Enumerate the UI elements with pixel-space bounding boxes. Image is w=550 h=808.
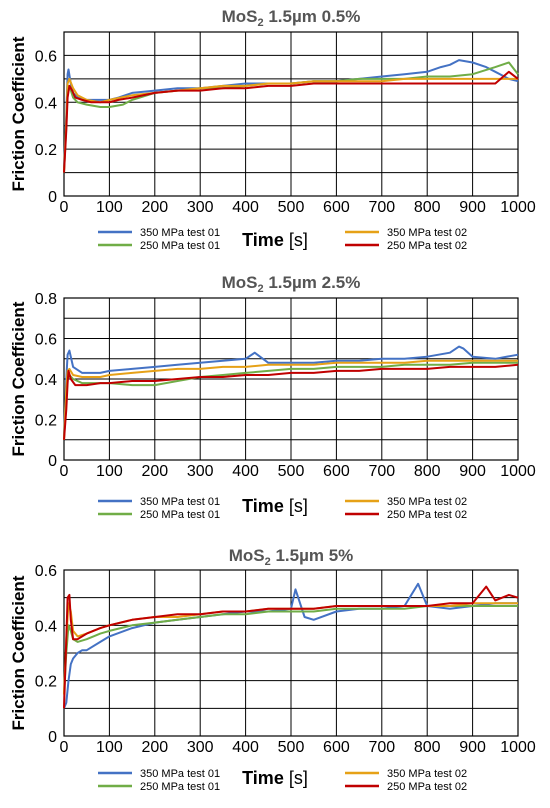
x-tick-label: 700 bbox=[368, 199, 395, 216]
series-line-4 bbox=[63, 363, 519, 440]
x-tick-label: 600 bbox=[323, 739, 350, 756]
legend-label-4: 250 MPa test 02 bbox=[387, 781, 467, 793]
x-axis-label: Time [s] bbox=[242, 496, 308, 516]
x-tick-label: 600 bbox=[323, 199, 350, 216]
x-tick-label: 200 bbox=[141, 463, 168, 480]
x-tick-label: 300 bbox=[187, 739, 214, 756]
y-tick-label: 0.4 bbox=[35, 618, 57, 635]
x-tick-label: 500 bbox=[278, 463, 305, 480]
legend-label-3: 350 MPa test 02 bbox=[387, 496, 467, 508]
series-line-4 bbox=[63, 70, 519, 173]
chart-panel-1: 0 0.2 0.4 0.6 0 100 200 300 400 500 600 700 800 900 10… bbox=[9, 7, 536, 252]
legend-label-1: 350 MPa test 01 bbox=[140, 496, 220, 508]
legend-label-3: 350 MPa test 02 bbox=[387, 227, 467, 239]
legend-label-3: 350 MPa test 02 bbox=[387, 768, 467, 780]
x-tick-label: 100 bbox=[96, 739, 123, 756]
y-tick-label: 0.6 bbox=[35, 48, 57, 65]
y-tick-label: 0 bbox=[48, 189, 57, 206]
series-line-2 bbox=[63, 361, 518, 440]
x-tick-label: 800 bbox=[414, 199, 441, 216]
x-tick-label: 0 bbox=[60, 199, 69, 216]
x-tick-label: 200 bbox=[141, 199, 168, 216]
legend-label-1: 350 MPa test 01 bbox=[140, 768, 220, 780]
x-tick-label: 0 bbox=[60, 739, 69, 756]
x-tick-label: 1000 bbox=[500, 199, 536, 216]
x-axis-label: Time [s] bbox=[242, 768, 308, 788]
x-tick-label: 900 bbox=[459, 463, 486, 480]
legend-label-2: 250 MPa test 01 bbox=[140, 781, 220, 793]
y-tick-label: 0.2 bbox=[35, 142, 57, 159]
x-tick-label: 900 bbox=[459, 199, 486, 216]
x-tick-label: 1000 bbox=[500, 739, 536, 756]
x-tick-label: 500 bbox=[278, 199, 305, 216]
y-tick-label: 0.4 bbox=[35, 372, 57, 389]
x-tick-label: 0 bbox=[60, 463, 69, 480]
series-line-4 bbox=[63, 585, 519, 709]
y-tick-label: 0.8 bbox=[35, 291, 57, 308]
chart-title: MoS2 1.5µm 2.5% bbox=[222, 273, 361, 295]
y-tick-label: 0.2 bbox=[35, 674, 57, 691]
x-tick-label: 400 bbox=[232, 739, 259, 756]
series-line-3 bbox=[63, 359, 518, 440]
plot-frame bbox=[63, 297, 519, 461]
y-tick-label: 0.6 bbox=[35, 563, 57, 580]
plot-frame bbox=[63, 569, 519, 737]
x-tick-label: 400 bbox=[232, 199, 259, 216]
plot-frame bbox=[63, 31, 519, 197]
x-tick-label: 800 bbox=[414, 739, 441, 756]
x-tick-label: 700 bbox=[368, 463, 395, 480]
x-tick-label: 800 bbox=[414, 463, 441, 480]
y-tick-label: 0.6 bbox=[35, 332, 57, 349]
legend-label-2: 250 MPa test 01 bbox=[140, 509, 220, 521]
y-axis-label: Friction Coefficient bbox=[9, 575, 28, 730]
y-tick-label: 0.4 bbox=[35, 95, 57, 112]
y-tick-label: 0 bbox=[48, 453, 57, 470]
chart-title: MoS2 1.5µm 0.5% bbox=[222, 7, 361, 29]
x-tick-label: 300 bbox=[187, 463, 214, 480]
chart-panel-3: 0 0.2 0.4 0.6 0 100 200 300 400 500 600 700 800 900 10… bbox=[9, 546, 536, 793]
y-tick-label: 0.2 bbox=[35, 413, 57, 430]
y-tick-label: 0 bbox=[48, 729, 57, 746]
legend-label-2: 250 MPa test 01 bbox=[140, 240, 220, 252]
x-tick-label: 200 bbox=[141, 739, 168, 756]
x-tick-label: 900 bbox=[459, 739, 486, 756]
x-tick-label: 100 bbox=[96, 463, 123, 480]
x-tick-label: 1000 bbox=[500, 463, 536, 480]
series-line-3 bbox=[63, 77, 518, 173]
x-tick-label: 400 bbox=[232, 463, 259, 480]
chart-panel-2: 0 0.2 0.4 0.6 0.8 0 100 200 300 400 500 600 700 800 90… bbox=[9, 273, 536, 521]
series-line-1 bbox=[63, 345, 519, 436]
x-tick-label: 500 bbox=[278, 739, 305, 756]
y-axis-label: Friction Coefficient bbox=[9, 301, 28, 456]
x-axis-label: Time [s] bbox=[242, 230, 308, 250]
chart-title: MoS2 1.5µm 5% bbox=[229, 546, 354, 568]
x-tick-label: 600 bbox=[323, 463, 350, 480]
x-tick-label: 100 bbox=[96, 199, 123, 216]
legend-label-4: 250 MPa test 02 bbox=[387, 509, 467, 521]
x-tick-label: 300 bbox=[187, 199, 214, 216]
y-axis-label: Friction Coefficient bbox=[9, 36, 28, 191]
x-tick-label: 700 bbox=[368, 739, 395, 756]
legend-label-4: 250 MPa test 02 bbox=[387, 240, 467, 252]
legend-label-1: 350 MPa test 01 bbox=[140, 227, 220, 239]
